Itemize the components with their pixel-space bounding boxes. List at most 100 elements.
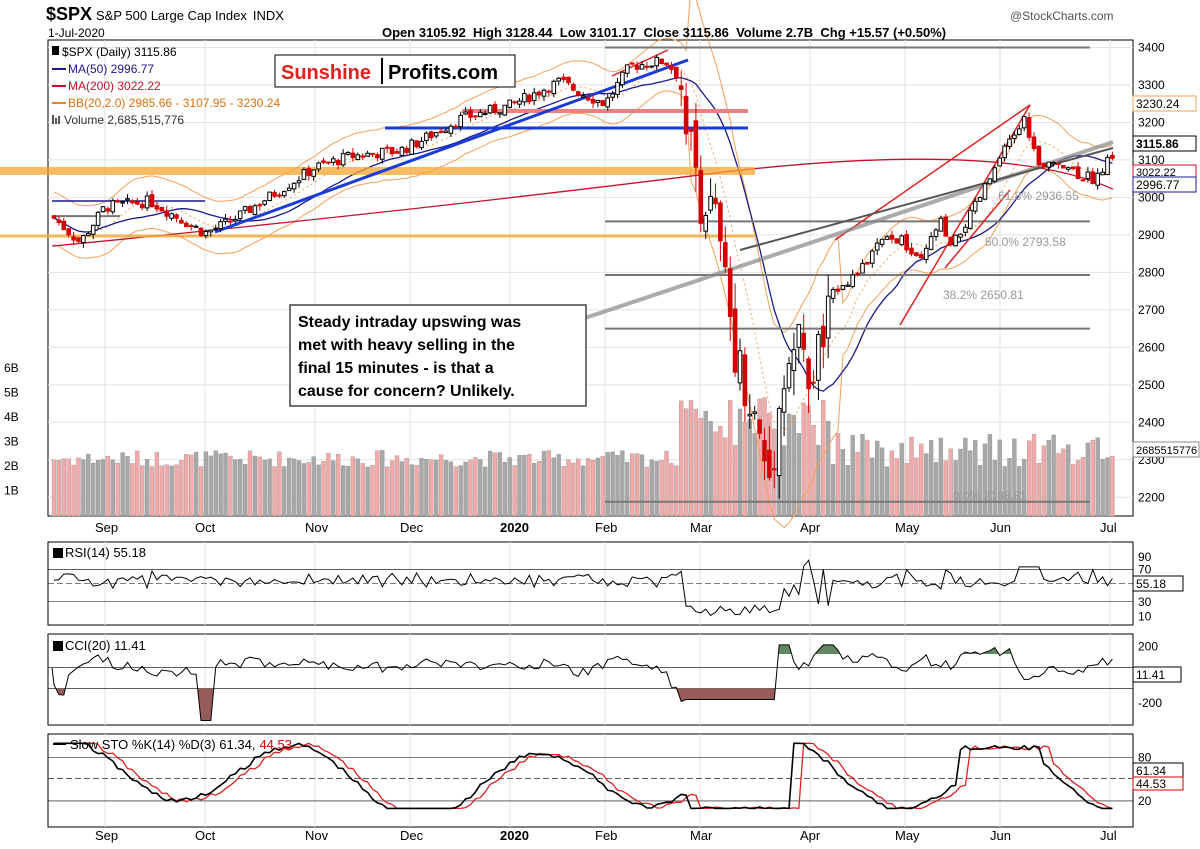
volume-bar xyxy=(551,457,556,517)
candle-body xyxy=(904,234,909,251)
candle-body xyxy=(1110,154,1115,159)
volume-bar xyxy=(56,459,62,517)
candle-body xyxy=(1046,161,1052,168)
candle-body xyxy=(1075,166,1081,179)
candle-body xyxy=(198,227,204,236)
volume-bar xyxy=(674,465,679,517)
volume-bar xyxy=(737,408,743,517)
candle-body xyxy=(86,233,91,236)
month-label-bottom: Jul xyxy=(1100,828,1117,843)
volume-bar xyxy=(267,458,272,517)
fib-000-label: 0.0% 2188.81 xyxy=(953,489,1027,503)
candle-body xyxy=(335,159,341,166)
candle-body xyxy=(830,288,836,299)
volume-bar xyxy=(968,450,973,517)
volume-bar xyxy=(238,459,243,517)
volume-bar xyxy=(566,459,571,517)
volume-bar xyxy=(311,456,316,517)
candle-body xyxy=(331,158,336,163)
cci-line xyxy=(51,644,1113,721)
candle-body xyxy=(585,97,591,101)
candle-body xyxy=(522,93,527,103)
volume-bar xyxy=(115,462,120,517)
volume-bar xyxy=(977,465,983,517)
candle-body xyxy=(100,206,106,213)
candle-body xyxy=(345,151,351,155)
brand-logo: Sunshine Profits.com xyxy=(274,54,516,88)
volume-bar xyxy=(644,466,650,517)
candle-body xyxy=(404,147,410,153)
volume-bar xyxy=(110,459,115,517)
volume-bar xyxy=(992,460,997,517)
volume-bar xyxy=(272,466,277,517)
sto-k-value: 61.34 xyxy=(1136,764,1166,778)
cci-icon xyxy=(53,641,63,651)
annotation-callout: Steady intraday upswing was met with hea… xyxy=(289,304,587,407)
candle-body xyxy=(360,155,365,158)
candle-body xyxy=(301,169,307,180)
candle-body xyxy=(1061,165,1066,169)
candle-body xyxy=(164,210,169,217)
volume-bar xyxy=(919,443,924,517)
candle-body xyxy=(51,215,57,219)
candle-body xyxy=(958,233,963,238)
candle-body xyxy=(634,65,640,70)
candle-body xyxy=(835,288,841,292)
volume-bar xyxy=(159,465,164,517)
sto-label-d: 44.53 xyxy=(259,737,292,752)
candle-body xyxy=(443,130,449,134)
volume-bar xyxy=(453,466,458,517)
volume-bar xyxy=(879,447,885,517)
candle-body xyxy=(914,252,919,257)
candle-body xyxy=(1007,138,1012,147)
volume-bar xyxy=(287,457,292,517)
volume-bar xyxy=(144,458,150,517)
volume-bar xyxy=(218,453,223,517)
candle-body xyxy=(772,468,777,471)
candle-legend-icon xyxy=(52,46,59,55)
candle-body xyxy=(203,230,209,237)
volume-bar xyxy=(394,455,400,517)
candle-body xyxy=(1017,128,1022,135)
volume-bar xyxy=(796,433,801,517)
volume-bar xyxy=(732,445,738,517)
candle-body xyxy=(326,161,331,164)
candle-body xyxy=(693,120,699,168)
volume-value: 2685515776 xyxy=(1136,445,1197,457)
legend-price: $SPX (Daily) 3115.86 xyxy=(62,45,177,59)
volume-bar xyxy=(463,461,468,517)
candle-body xyxy=(115,200,121,203)
volume-bar xyxy=(208,455,213,517)
candle-body xyxy=(982,183,988,200)
candle-body xyxy=(968,209,973,229)
candle-body xyxy=(208,229,214,233)
volume-bar xyxy=(884,466,890,517)
volume-tick-label: 6B xyxy=(4,361,19,375)
volume-bar xyxy=(948,448,953,517)
volume-bar xyxy=(620,450,625,517)
volume-bar xyxy=(409,464,414,517)
volume-bar xyxy=(683,408,689,517)
candle-body xyxy=(977,197,983,202)
candle-body xyxy=(1080,179,1086,182)
volume-bar xyxy=(943,460,948,517)
candle-body xyxy=(296,180,302,184)
annotation-line-2: met with heavy selling in the xyxy=(298,337,515,354)
candle-body xyxy=(409,139,414,155)
volume-bar xyxy=(914,457,919,517)
volume-bar xyxy=(223,452,228,517)
volume-bar xyxy=(404,457,409,517)
volume-bar xyxy=(693,408,699,517)
volume-bar xyxy=(135,450,140,517)
candle-body xyxy=(615,81,620,95)
volume-bar xyxy=(742,421,748,517)
ma200-value: 3022.22 xyxy=(1136,167,1176,179)
exchange-text: INDX xyxy=(253,8,284,23)
month-label-top: Nov xyxy=(305,520,329,535)
volume-bar xyxy=(95,460,101,517)
candle-body xyxy=(639,64,645,70)
volume-bar xyxy=(345,465,351,517)
volume-bar xyxy=(679,400,684,517)
candle-body xyxy=(786,362,792,389)
